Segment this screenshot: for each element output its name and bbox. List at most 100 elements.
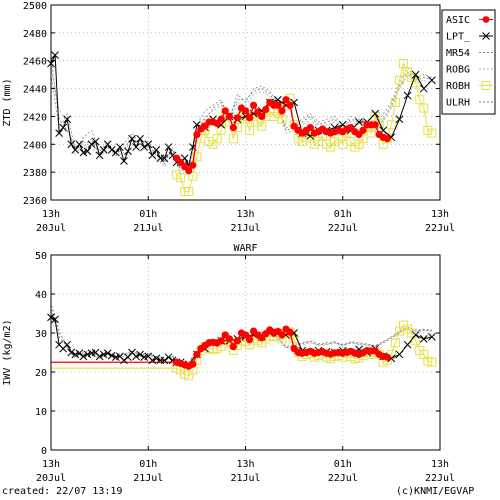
data-point: [390, 98, 400, 107]
data-point: [403, 340, 412, 349]
data-point: [358, 134, 368, 144]
legend-box: [441, 9, 496, 115]
data-point: [189, 161, 197, 169]
x-tick-date: 21Jul: [230, 223, 260, 234]
created-timestamp: created: 22/07 13:19: [2, 486, 123, 497]
data-point: [428, 333, 436, 341]
data-point: [257, 121, 267, 131]
legend-marker: [482, 16, 490, 23]
data-point: [188, 171, 198, 181]
data-point: [411, 70, 420, 79]
y-tick-label: 2480: [23, 29, 47, 40]
data-point: [306, 123, 314, 132]
data-point: [282, 96, 290, 104]
iwv-panel: 0 10 20 30 40 50 13h 20Jul 01h 21Jul 13h 21Jul 01h 22…: [2, 243, 455, 484]
data-point: [120, 356, 128, 365]
data-point: [75, 140, 84, 149]
data-point: [184, 187, 194, 197]
data-point: [250, 101, 258, 109]
data-point: [371, 109, 380, 118]
y-tick-label: 10: [35, 407, 47, 418]
data-point: [63, 115, 72, 124]
data-point: [160, 154, 169, 163]
x-tick-date: 22Jul: [328, 473, 358, 484]
data-point: [189, 360, 197, 368]
data-point: [245, 336, 254, 344]
data-point: [116, 143, 124, 151]
legend-label: ASIC: [446, 15, 470, 26]
data-point: [390, 338, 400, 348]
data-point: [132, 352, 140, 361]
data-point: [193, 130, 201, 139]
data-point: [274, 95, 282, 104]
data-point: [355, 118, 363, 126]
data-point: [132, 143, 140, 151]
data-point: [71, 146, 80, 154]
data-point: [286, 101, 294, 109]
data-point: [51, 51, 59, 59]
data-point: [225, 112, 233, 121]
y-tick-label: 50: [35, 251, 47, 262]
y-tick-label: 2440: [23, 85, 47, 96]
data-point: [91, 137, 100, 146]
data-point: [79, 352, 88, 361]
data-point: [411, 331, 420, 339]
data-point: [221, 107, 229, 115]
data-point: [144, 140, 153, 149]
data-point: [427, 128, 437, 138]
data-point: [148, 356, 157, 365]
data-point: [55, 129, 63, 137]
data-point: [193, 350, 201, 359]
data-point: [428, 76, 436, 85]
x-tick-label: 01h: [139, 459, 157, 470]
series-asic: [173, 325, 391, 370]
y-tick-label: 20: [35, 368, 47, 379]
data-point: [185, 167, 193, 175]
data-point: [95, 151, 104, 160]
data-point: [419, 334, 428, 343]
y-tick-label: 30: [35, 329, 47, 340]
data-point: [87, 140, 96, 149]
data-point: [228, 134, 238, 144]
x-tick-label: 13h: [236, 459, 254, 470]
legend-label: ROBG: [446, 65, 470, 76]
data-point: [128, 134, 136, 143]
data-point: [136, 350, 144, 359]
data-point: [95, 352, 104, 361]
data-point: [107, 146, 116, 154]
data-point: [245, 125, 255, 135]
x-tick-date: 21Jul: [133, 223, 163, 234]
data-point: [427, 357, 437, 367]
series-line: [50, 309, 432, 366]
data-point: [366, 128, 376, 138]
data-point: [136, 134, 144, 143]
data-point: [241, 331, 250, 339]
y-axis-label: IWV (kg/m2): [2, 319, 13, 385]
series-line: [50, 67, 433, 176]
data-point: [75, 349, 84, 358]
data-point: [359, 126, 367, 134]
x-tick-label: 13h: [42, 459, 60, 470]
data-point: [383, 353, 391, 361]
data-point: [124, 147, 132, 156]
data-point: [245, 114, 254, 122]
data-point: [229, 123, 237, 132]
series-ulrh: [50, 309, 432, 366]
data-point: [164, 353, 173, 362]
data-point: [217, 115, 225, 123]
x-tick-label: 01h: [139, 209, 157, 220]
data-point: [277, 114, 287, 124]
legend-label: ROBH: [446, 81, 470, 92]
data-point: [152, 354, 161, 363]
data-point: [103, 349, 112, 358]
x-tick-date: 22Jul: [425, 473, 455, 484]
data-point: [394, 75, 404, 85]
y-tick-label: 0: [41, 446, 47, 457]
data-point: [99, 146, 108, 154]
data-point: [411, 78, 421, 88]
data-point: [278, 331, 286, 339]
data-point: [160, 356, 169, 365]
data-point: [371, 121, 379, 129]
x-tick-label: 13h: [42, 209, 60, 220]
